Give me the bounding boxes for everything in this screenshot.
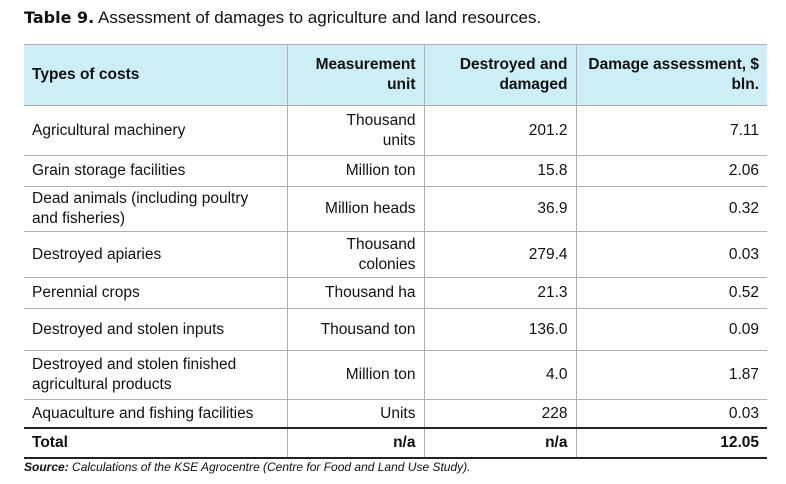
table: Types of costs Measurement unit Destroyed … xyxy=(24,44,767,459)
table-body: Agricultural machinery Thousand units 201.… xyxy=(24,105,767,459)
cell-text: Thousand colonies xyxy=(346,235,416,273)
table-cell: Aquaculture and fishing facilities xyxy=(24,399,287,428)
cell-text: Million ton xyxy=(345,162,416,179)
total-cell: 12.05 xyxy=(575,427,767,459)
table-cell: Thousand units xyxy=(286,105,424,156)
table-cell: Destroyed and stolen finished agricultur… xyxy=(24,350,287,400)
header-cell: Measurement unit xyxy=(286,44,424,106)
cell-text: 7.11 xyxy=(729,121,759,139)
cell-text: Thousand ha xyxy=(325,284,416,301)
title-text: Assessment of damages to agriculture and… xyxy=(98,8,542,27)
cell-text: Grain storage facilities xyxy=(32,162,186,179)
table-cell: 2.06 xyxy=(575,155,767,187)
cell-text: Destroyed and stolen inputs xyxy=(32,320,225,338)
cell-text: 201.2 xyxy=(528,121,568,139)
total-cell: Total xyxy=(24,427,287,459)
cell-text: 2.06 xyxy=(728,162,759,179)
cell-text: Thousand units xyxy=(346,111,416,149)
cell-text: Destroyed and stolen finished agricultur… xyxy=(32,356,237,393)
table-cell: Grain storage facilities xyxy=(24,155,287,187)
table-cell: 7.11 xyxy=(575,105,767,156)
table-cell: 0.52 xyxy=(575,277,767,309)
table-cell: Units xyxy=(286,399,424,428)
title-label: Table 9. xyxy=(24,8,95,27)
cell-text: Units xyxy=(380,404,416,422)
table-cell: 4.0 xyxy=(423,350,576,400)
source-text: Calculations of the KSE Agrocentre (Cent… xyxy=(72,460,471,474)
cell-text: 15.8 xyxy=(537,162,568,179)
table-row: Agricultural machinery Thousand units 201.… xyxy=(24,105,767,156)
table-cell: 36.9 xyxy=(423,186,576,232)
cell-text: 21.3 xyxy=(537,284,568,301)
table-cell: Destroyed and stolen inputs xyxy=(24,308,287,351)
table-cell: Agricultural machinery xyxy=(24,105,287,156)
cell-text: Million ton xyxy=(345,366,416,383)
table-cell: 0.03 xyxy=(575,231,767,278)
table-cell: 0.09 xyxy=(575,308,767,351)
table-cell: Million ton xyxy=(286,155,424,187)
total-cell: n/a xyxy=(286,427,424,459)
cell-text: Aquaculture and fishing facilities xyxy=(32,404,254,422)
table-cell: 279.4 xyxy=(423,231,576,278)
table-title: Table 9. Assessment of damages to agricu… xyxy=(24,8,541,28)
cell-text: 0.03 xyxy=(728,245,759,263)
cell-text: 4.0 xyxy=(545,366,568,383)
cell-text: Dead animals (including poultry and fish… xyxy=(32,190,249,227)
cell-text: 1.87 xyxy=(728,366,759,383)
cell-text: 0.32 xyxy=(728,200,759,217)
header-row: Types of costs Measurement unit Destroyed … xyxy=(24,44,767,106)
cell-text: 0.03 xyxy=(728,404,759,422)
table-cell: 136.0 xyxy=(423,308,576,351)
table-row: Destroyed and stolen inputs Thousand ton 1… xyxy=(24,308,767,351)
table-cell: 21.3 xyxy=(423,277,576,309)
source-label: Source: xyxy=(24,460,69,474)
cell-text: 136.0 xyxy=(528,320,568,338)
table-cell: 0.32 xyxy=(575,186,767,232)
table-row: Destroyed apiaries Thousand colonies 279.4… xyxy=(24,231,767,278)
table-row: Aquaculture and fishing facilities Units 2… xyxy=(24,399,767,428)
table-row: Dead animals (including poultry and fish… xyxy=(24,186,767,232)
table-cell: Million heads xyxy=(286,186,424,232)
table-row: Perennial crops Thousand ha 21.3 0.52 xyxy=(24,277,767,309)
table-cell: 15.8 xyxy=(423,155,576,187)
table-cell: 0.03 xyxy=(575,399,767,428)
table-cell: 1.87 xyxy=(575,350,767,400)
table-cell: Destroyed apiaries xyxy=(24,231,287,278)
cell-text: 228 xyxy=(541,404,568,422)
table-cell: Perennial crops xyxy=(24,277,287,309)
header-cell: Types of costs xyxy=(24,44,287,106)
table-cell: Thousand ton xyxy=(286,308,424,351)
header-cell: Destroyed and damaged xyxy=(423,44,576,106)
cell-text: 279.4 xyxy=(528,245,568,263)
table-cell: Million ton xyxy=(286,350,424,400)
table-row: Destroyed and stolen finished agricultur… xyxy=(24,350,767,400)
cell-text: 36.9 xyxy=(537,200,568,217)
header-cell: Damage assessment, $ bln. xyxy=(575,44,767,106)
cell-text: Agricultural machinery xyxy=(32,121,186,139)
table-cell: 201.2 xyxy=(423,105,576,156)
table-row: Grain storage facilities Million ton 15.8 2… xyxy=(24,155,767,187)
cell-text: Million heads xyxy=(325,200,416,217)
source-note: Source: Calculations of the KSE Agrocent… xyxy=(24,460,470,474)
table-cell: 228 xyxy=(423,399,576,428)
table-cell: Dead animals (including poultry and fish… xyxy=(24,186,287,232)
cell-text: 0.09 xyxy=(728,320,759,338)
total-cell: n/a xyxy=(423,427,576,459)
cell-text: Destroyed apiaries xyxy=(32,245,162,263)
cell-text: Thousand ton xyxy=(320,320,416,338)
total-row: Total n/a n/a 12.05 xyxy=(24,427,767,459)
table-cell: Thousand ha xyxy=(286,277,424,309)
cell-text: Perennial crops xyxy=(32,284,140,301)
cell-text: 0.52 xyxy=(728,284,759,301)
table-cell: Thousand colonies xyxy=(286,231,424,278)
